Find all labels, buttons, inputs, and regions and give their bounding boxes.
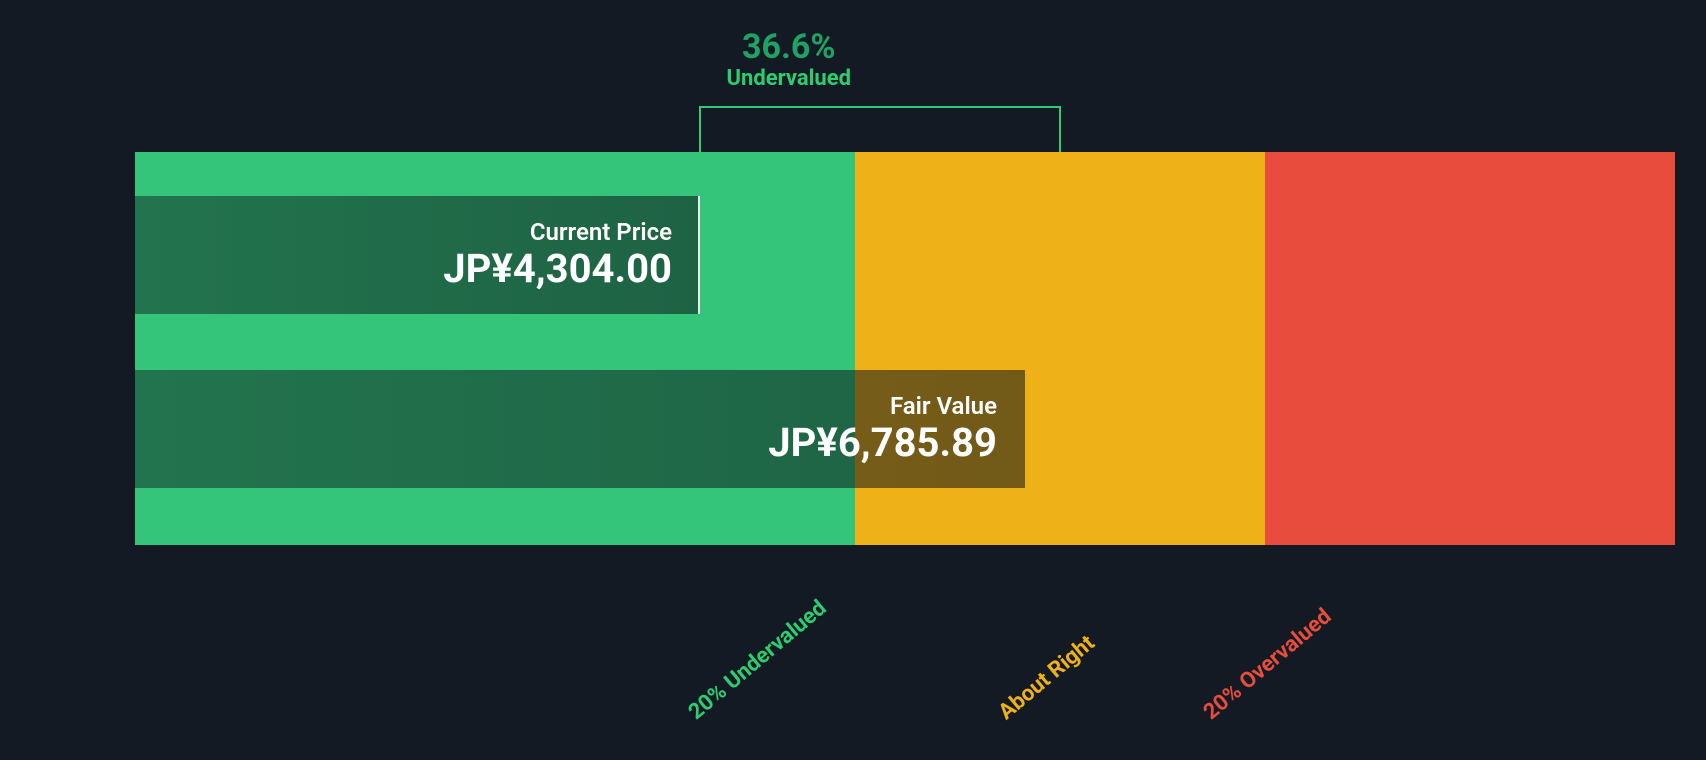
callout-bracket-drop (699, 106, 701, 152)
valuation-status: Undervalued (727, 68, 852, 90)
fair-price-label: Fair Value (768, 393, 997, 421)
axis-label: 20% Overvalued (1199, 604, 1336, 725)
band-segment-overvalued (1265, 152, 1675, 545)
current-price-bar: Current PriceJP¥4,304.00 (135, 196, 700, 314)
current-price-value: JP¥4,304.00 (443, 247, 672, 291)
fair-price-value: JP¥6,785.89 (768, 421, 997, 465)
fair-price-bar: Fair ValueJP¥6,785.89 (135, 370, 1025, 488)
callout-bracket (700, 106, 1060, 108)
valuation-percent: 36.6% (742, 30, 836, 64)
callout-bracket-drop (1059, 106, 1061, 152)
axis-label: About Right (994, 631, 1100, 725)
current-price-label: Current Price (443, 219, 672, 247)
current-price-marker (698, 196, 700, 314)
axis-label: 20% Undervalued (684, 596, 831, 725)
